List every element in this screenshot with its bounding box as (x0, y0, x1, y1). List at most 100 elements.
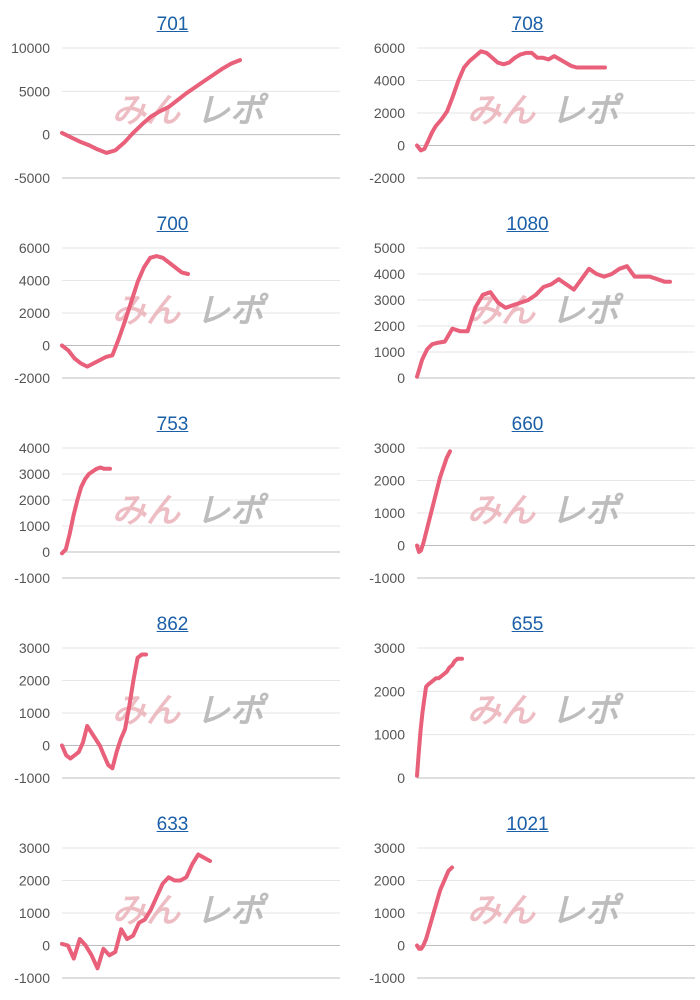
chart-title-link[interactable]: 700 (156, 214, 189, 235)
data-point (68, 532, 72, 536)
y-tick-label: 3000 (374, 440, 405, 456)
data-point (434, 124, 438, 128)
y-tick-label: 10000 (11, 40, 50, 56)
chart-title-link[interactable]: 1080 (506, 214, 549, 235)
data-point (190, 862, 194, 866)
data-point (101, 947, 106, 951)
watermark-text-right: レポ (196, 291, 269, 331)
chart-svg: 3000 2000 1000 0 みん レポ (374, 640, 695, 786)
data-point (430, 130, 434, 135)
data-point (113, 950, 117, 954)
watermark-text-right: レポ (196, 891, 269, 931)
data-point (85, 365, 89, 369)
data-point (94, 737, 98, 741)
chart-title-link[interactable]: 862 (156, 614, 189, 635)
data-point (438, 475, 442, 479)
chart-title-link[interactable]: 655 (511, 614, 544, 635)
data-point (484, 51, 489, 55)
data-point (155, 895, 159, 899)
chart-svg: 10000 5000 0 -5000 みん レポ (11, 40, 340, 186)
data-point (513, 56, 517, 60)
data-point (572, 288, 576, 292)
y-tick-label: 1000 (19, 905, 50, 921)
data-point (422, 698, 426, 702)
y-tick-label: 0 (397, 538, 405, 554)
y-tick-label: 4000 (374, 266, 405, 282)
chart-svg: 3000 2000 1000 0 -1000 みん レポ (369, 440, 695, 586)
data-point (549, 282, 553, 286)
data-point (462, 65, 466, 70)
data-point (580, 65, 585, 70)
data-point (136, 280, 140, 284)
data-point (479, 49, 483, 53)
data-point (75, 498, 79, 502)
data-point (89, 730, 93, 735)
y-tick-label: 1000 (374, 905, 405, 921)
data-point (64, 547, 68, 551)
data-point (602, 275, 606, 279)
chart-title-link[interactable]: 633 (156, 814, 189, 835)
data-point (104, 151, 109, 155)
data-point (415, 143, 419, 148)
data-point (441, 465, 445, 470)
chart-title-link[interactable]: 660 (511, 414, 544, 435)
data-point (98, 743, 102, 748)
data-point (435, 898, 439, 902)
chart-title-link[interactable]: 753 (156, 414, 189, 435)
data-point (129, 300, 133, 304)
data-point (617, 267, 621, 271)
watermark-text-left: みん (112, 491, 181, 531)
chart-panel: 1080 5000 4000 3000 2000 1000 0 みん レポ (355, 200, 700, 400)
y-tick-label: -1000 (14, 570, 50, 586)
chart-panel: 1021 3000 2000 1000 0 -1000 みん レポ (355, 800, 700, 1000)
y-tick-label: 6000 (374, 40, 405, 56)
data-point (511, 303, 515, 307)
data-point (610, 272, 614, 276)
series-line (415, 449, 452, 554)
chart-svg: 5000 4000 3000 2000 1000 0 みん レポ (374, 240, 695, 386)
data-point (456, 78, 460, 83)
data-point (430, 342, 434, 346)
data-point (84, 943, 88, 948)
chart-title-link[interactable]: 708 (511, 14, 544, 35)
y-tick-label: -5000 (14, 170, 50, 186)
data-point (66, 943, 70, 948)
data-point (60, 343, 64, 348)
y-tick-label: 4000 (19, 440, 50, 456)
watermark-text-left: みん (467, 691, 536, 731)
y-tick-label: -2000 (369, 170, 405, 186)
data-point (458, 329, 462, 333)
data-point (447, 665, 451, 670)
data-point (137, 921, 141, 925)
data-point (419, 728, 423, 732)
data-point (178, 878, 182, 883)
y-tick-label: 1000 (374, 344, 405, 360)
y-tick-label: 3000 (19, 640, 50, 656)
y-tick-label: 0 (397, 938, 405, 954)
data-point (424, 937, 428, 941)
data-point (446, 869, 451, 873)
data-point (176, 98, 180, 102)
data-point (79, 485, 83, 489)
data-point (113, 148, 117, 152)
data-point (81, 740, 85, 744)
data-point (564, 282, 568, 286)
data-point (450, 663, 454, 667)
data-point (68, 756, 72, 761)
y-tick-label: 0 (42, 738, 50, 754)
data-point (448, 449, 452, 453)
chart-title-link[interactable]: 1021 (506, 814, 549, 835)
data-point (77, 750, 81, 754)
y-tick-label: 2000 (374, 873, 405, 889)
y-tick-label: 5000 (374, 240, 405, 256)
data-point (78, 140, 82, 144)
data-point (73, 753, 77, 757)
chart-svg: 3000 2000 1000 0 -1000 みん レポ (369, 840, 695, 986)
chart-title-link[interactable]: 701 (156, 14, 189, 35)
y-tick-label: 3000 (374, 292, 405, 308)
data-point (441, 882, 445, 886)
data-point (154, 254, 159, 258)
data-point (603, 65, 607, 70)
y-tick-label: 2000 (374, 683, 405, 699)
data-point (668, 280, 672, 284)
